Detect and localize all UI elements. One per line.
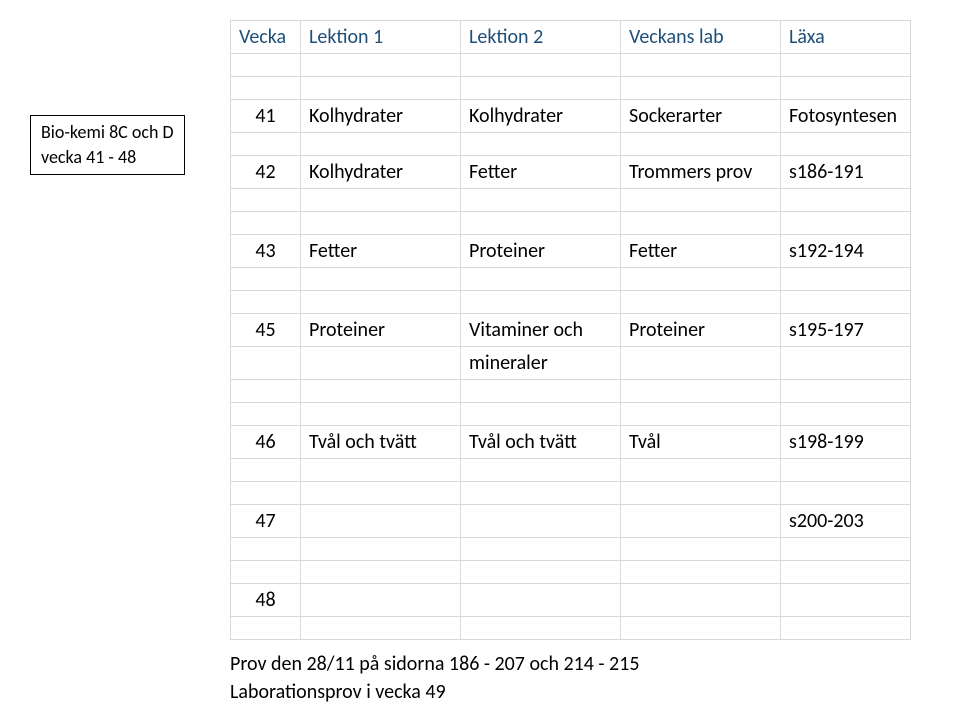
footer-notes: Prov den 28/11 på sidorna 186 - 207 och …	[230, 650, 930, 706]
cell-l2: Proteiner	[461, 235, 621, 268]
table-row: 43 Fetter Proteiner Fetter s192-194	[231, 235, 911, 268]
cell-lab: Sockerarter	[621, 100, 781, 133]
cell-week: 48	[231, 584, 301, 617]
cell-lab: Fetter	[621, 235, 781, 268]
header-homework: Läxa	[781, 21, 911, 54]
cell-hw	[781, 584, 911, 617]
course-weeks: vecka 41 - 48	[41, 145, 174, 170]
schedule-table: Vecka Lektion 1 Lektion 2 Veckans lab Lä…	[230, 20, 911, 640]
header-week: Vecka	[231, 21, 301, 54]
spacer-row	[231, 291, 911, 314]
table-row: 46 Tvål och tvätt Tvål och tvätt Tvål s1…	[231, 426, 911, 459]
cell-l1	[301, 505, 461, 538]
cell-hw: s200-203	[781, 505, 911, 538]
spacer-row	[231, 380, 911, 403]
cell-week: 46	[231, 426, 301, 459]
cell-lab	[621, 584, 781, 617]
spacer-row	[231, 133, 911, 156]
cell-hw: s195-197	[781, 314, 911, 347]
cell-hw: Fotosyntesen	[781, 100, 911, 133]
cell-l1	[301, 347, 461, 380]
cell-hw: s198-199	[781, 426, 911, 459]
cell-hw	[781, 347, 911, 380]
spacer-row	[231, 212, 911, 235]
cell-week: 45	[231, 314, 301, 347]
table-row: 42 Kolhydrater Fetter Trommers prov s186…	[231, 156, 911, 189]
cell-l1	[301, 584, 461, 617]
header-lab: Veckans lab	[621, 21, 781, 54]
cell-l2: Kolhydrater	[461, 100, 621, 133]
cell-lab	[621, 505, 781, 538]
cell-l1: Tvål och tvätt	[301, 426, 461, 459]
spacer-row	[231, 561, 911, 584]
cell-week: 43	[231, 235, 301, 268]
table-row: 41 Kolhydrater Kolhydrater Sockerarter F…	[231, 100, 911, 133]
cell-l2	[461, 505, 621, 538]
spacer-row	[231, 403, 911, 426]
lab-exam-note: Laborationsprov i vecka 49	[230, 678, 930, 706]
spacer-row	[231, 538, 911, 561]
cell-week: 42	[231, 156, 301, 189]
table-row: 47 s200-203	[231, 505, 911, 538]
cell-l1: Kolhydrater	[301, 156, 461, 189]
course-info-box: Bio-kemi 8C och D vecka 41 - 48	[30, 115, 185, 175]
exam-note: Prov den 28/11 på sidorna 186 - 207 och …	[230, 650, 930, 678]
spacer-row	[231, 617, 911, 640]
cell-week: 47	[231, 505, 301, 538]
cell-lab: Tvål	[621, 426, 781, 459]
cell-l2: Tvål och tvätt	[461, 426, 621, 459]
cell-l2: mineraler	[461, 347, 621, 380]
cell-week: 41	[231, 100, 301, 133]
spacer-row	[231, 77, 911, 100]
cell-l1: Fetter	[301, 235, 461, 268]
spacer-row	[231, 482, 911, 505]
header-lektion1: Lektion 1	[301, 21, 461, 54]
cell-l2: Fetter	[461, 156, 621, 189]
cell-lab	[621, 347, 781, 380]
course-title: Bio-kemi 8C och D	[41, 120, 174, 145]
cell-lab: Proteiner	[621, 314, 781, 347]
cell-l1: Kolhydrater	[301, 100, 461, 133]
cell-l2	[461, 584, 621, 617]
cell-l1: Proteiner	[301, 314, 461, 347]
spacer-row	[231, 54, 911, 77]
table-row: 48	[231, 584, 911, 617]
spacer-row	[231, 459, 911, 482]
table-row: mineraler	[231, 347, 911, 380]
cell-hw: s192-194	[781, 235, 911, 268]
header-lektion2: Lektion 2	[461, 21, 621, 54]
cell-week	[231, 347, 301, 380]
spacer-row	[231, 189, 911, 212]
cell-l2: Vitaminer och	[461, 314, 621, 347]
table-header-row: Vecka Lektion 1 Lektion 2 Veckans lab Lä…	[231, 21, 911, 54]
spacer-row	[231, 268, 911, 291]
cell-hw: s186-191	[781, 156, 911, 189]
page: Bio-kemi 8C och D vecka 41 - 48 Vecka Le…	[30, 20, 930, 706]
cell-lab: Trommers prov	[621, 156, 781, 189]
table-row: 45 Proteiner Vitaminer och Proteiner s19…	[231, 314, 911, 347]
